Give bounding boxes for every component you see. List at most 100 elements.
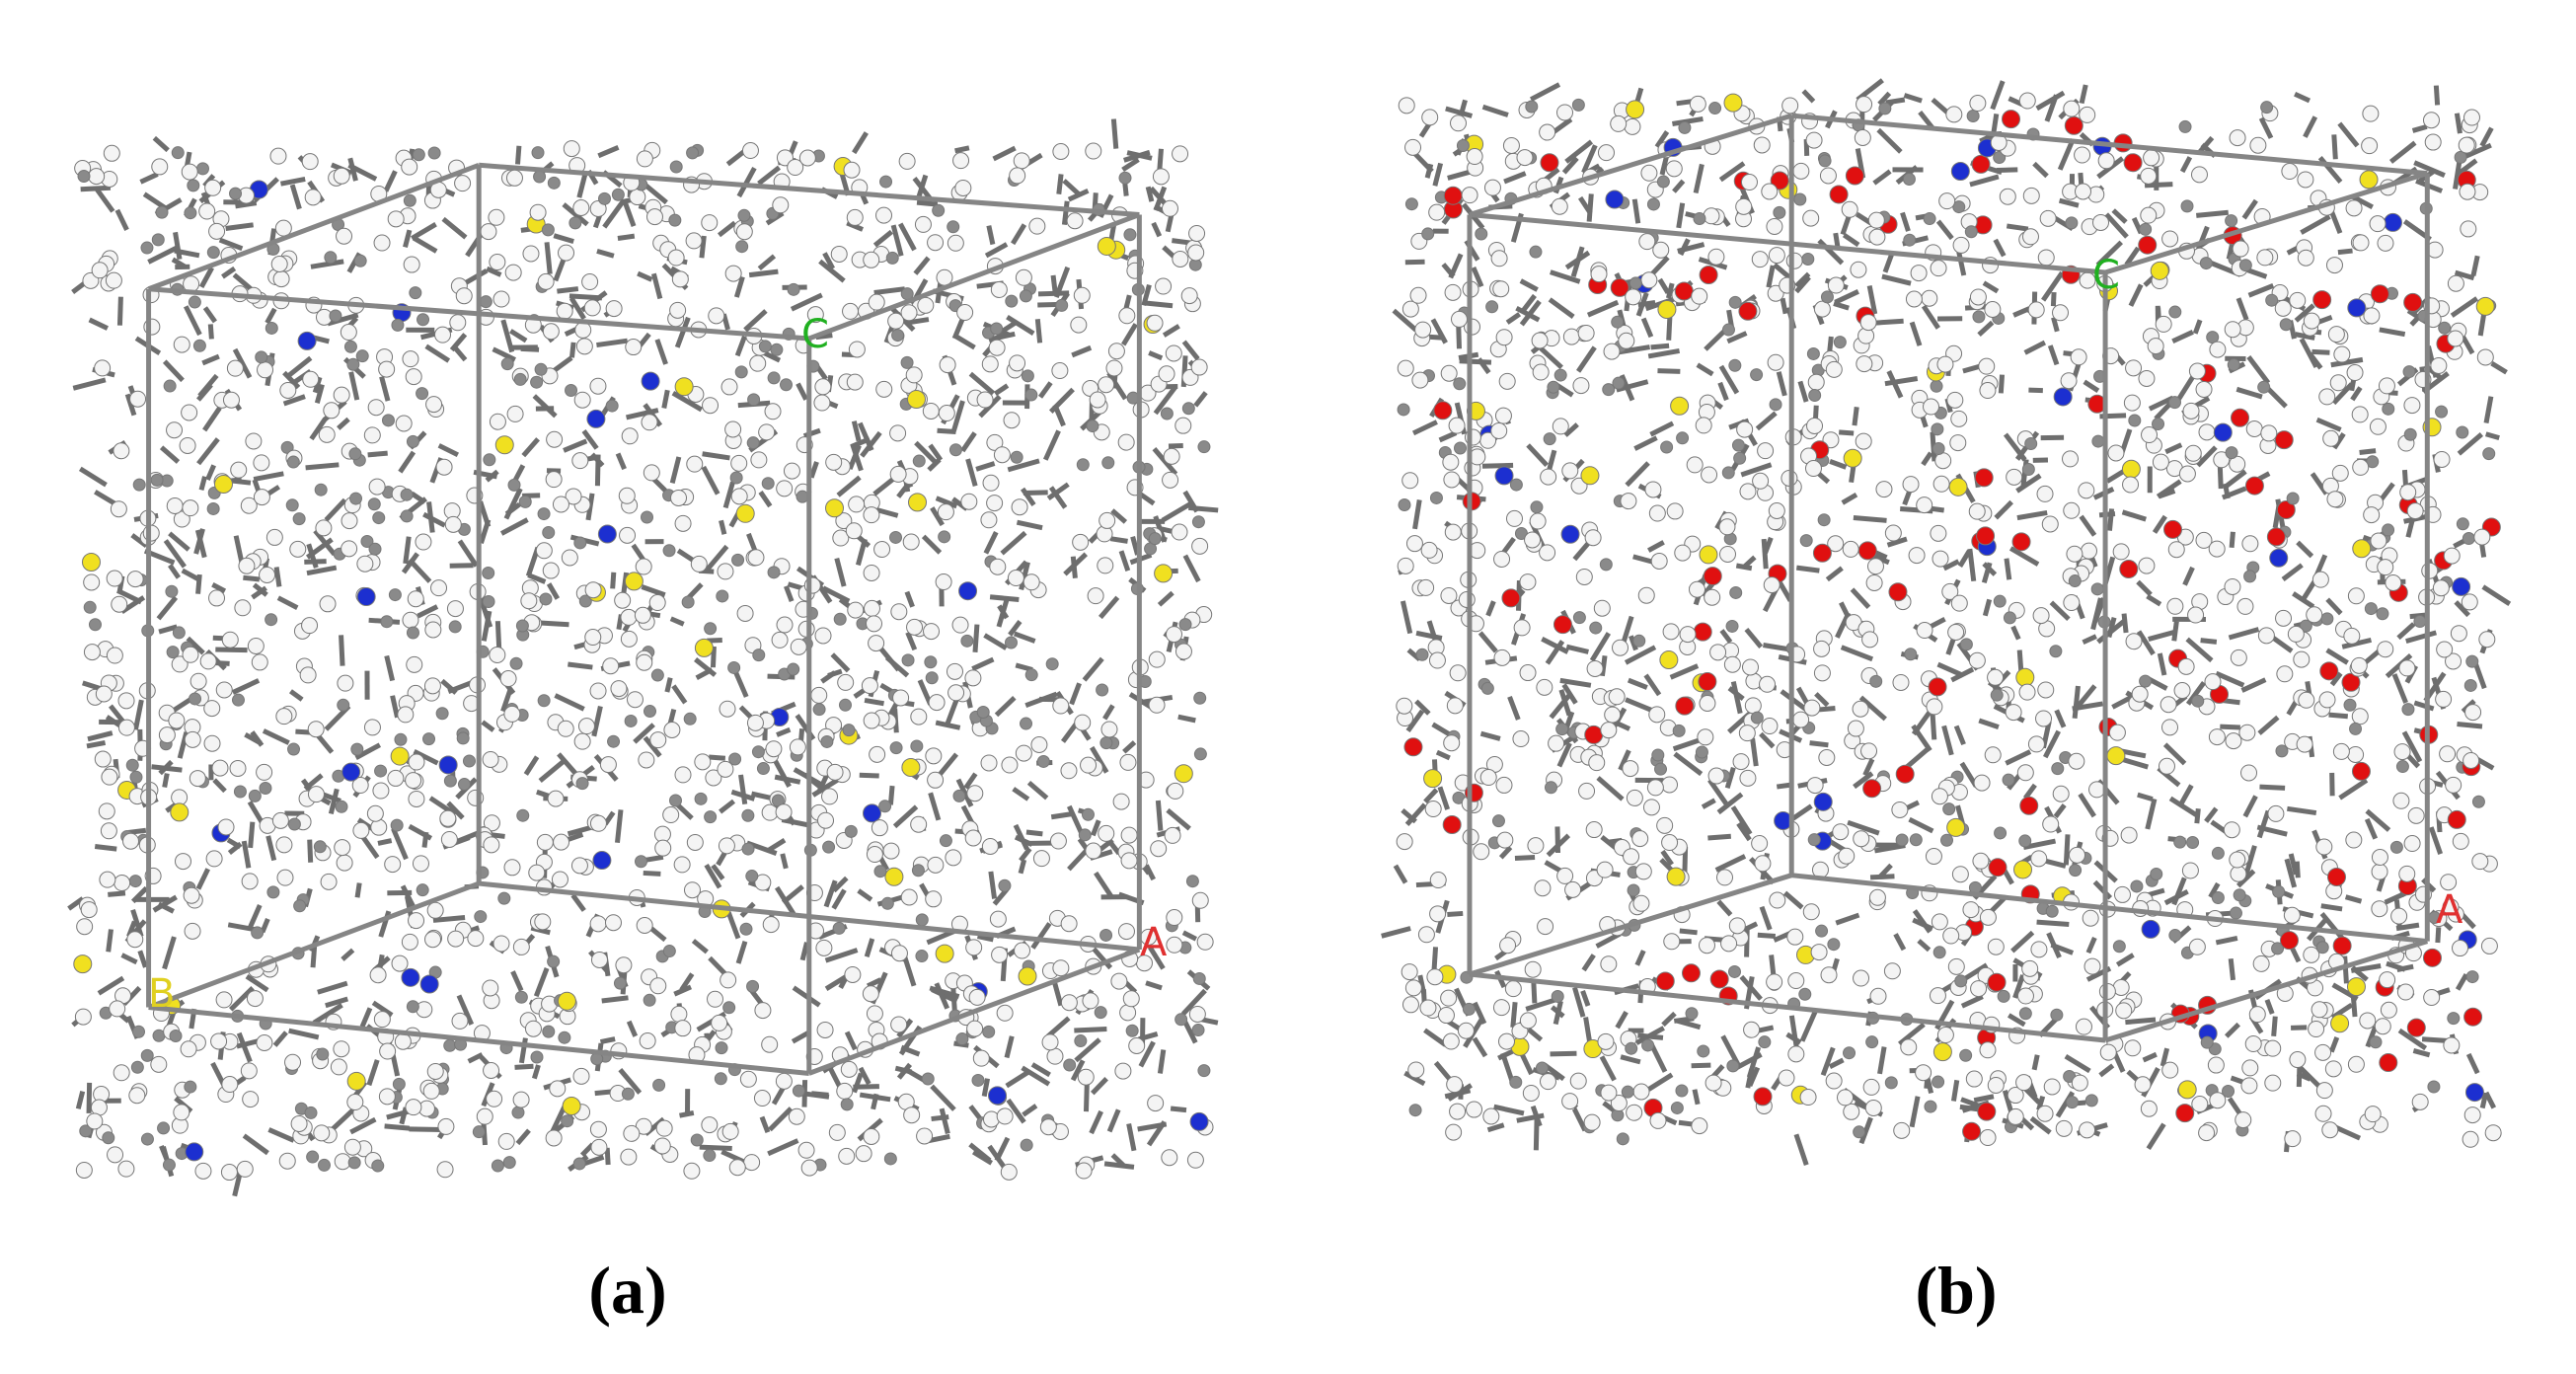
atom [482,567,495,580]
atom [1865,573,1883,591]
bond [1510,1002,1518,1029]
atom [2208,728,2226,746]
bond [1676,202,1686,229]
atom [1578,782,1596,800]
bond [1853,515,1887,523]
bond [2163,888,2189,906]
bond [1130,536,1140,556]
bond [1862,758,1875,777]
bond [1780,297,1788,315]
atom [667,249,685,267]
atom [1634,863,1652,880]
bond [913,256,931,275]
bond [1637,1032,1664,1040]
atom [1100,721,1118,738]
atom [1174,417,1192,434]
bond [1069,682,1082,706]
atom [1895,833,1909,847]
atom [233,785,247,799]
bond [1847,819,1880,836]
atom [1731,438,1745,452]
atom [1709,644,1727,661]
atom [883,1152,897,1166]
atom [806,306,824,324]
bond [1050,811,1072,820]
atom [966,785,984,802]
bond [80,185,112,192]
bond [339,635,345,666]
atom [1404,197,1418,211]
bond [1038,381,1053,399]
atom [620,1148,638,1166]
atom [662,945,676,958]
atom [320,873,338,890]
bond [1717,381,1729,402]
atom [2143,149,2160,167]
bond [1393,864,1408,884]
atom [690,1133,704,1147]
atom [401,933,418,951]
atom [2407,806,2425,824]
atom [2347,1055,2365,1073]
bond [1193,391,1208,408]
atom [649,977,667,995]
atom [2107,444,2125,462]
atom [2204,673,2222,691]
atom [140,1048,154,1062]
atom [360,535,374,549]
atom [911,864,925,878]
bond [2229,531,2235,548]
bond [827,1066,843,1090]
atom [1593,599,1611,617]
bond [1148,350,1164,361]
atom [1862,779,1882,799]
atom [2349,722,2363,735]
atom [2260,424,2278,442]
atom [939,834,952,848]
bond [260,917,270,934]
bond [2428,826,2444,855]
atom [203,734,221,752]
atom [372,782,390,800]
bond [377,838,393,846]
atom [902,533,920,551]
atom [520,592,538,610]
bond [2079,84,2088,105]
atom [402,350,419,368]
bond [162,936,177,970]
bond [776,726,792,737]
bond [1696,362,1714,377]
bond [2178,784,2194,806]
atom [735,503,755,523]
atom [198,202,216,220]
atom [840,1098,854,1111]
atom [2269,548,2289,568]
atom [132,478,146,492]
atom [1610,277,1629,297]
atom [871,819,888,837]
atom [76,918,94,936]
bond [347,157,358,182]
atom [2039,209,2057,227]
atom [1492,999,1510,1017]
bond [1556,741,1572,768]
atom [1007,570,1024,587]
atom [204,179,222,196]
atom [924,655,938,669]
atom [455,287,473,305]
atom [683,1162,701,1180]
atom [2371,863,2388,880]
atom [1009,354,1026,372]
atom [561,1114,574,1128]
bond [1716,899,1733,917]
atom [184,922,201,940]
atom [1551,989,1564,1003]
bond [2350,963,2382,973]
bond [1793,1133,1809,1167]
atom [2461,593,2478,611]
bond [2455,973,2469,991]
atom [1931,913,1948,931]
atom [1066,212,1084,230]
bond [1030,922,1052,950]
atom [2363,307,2381,325]
